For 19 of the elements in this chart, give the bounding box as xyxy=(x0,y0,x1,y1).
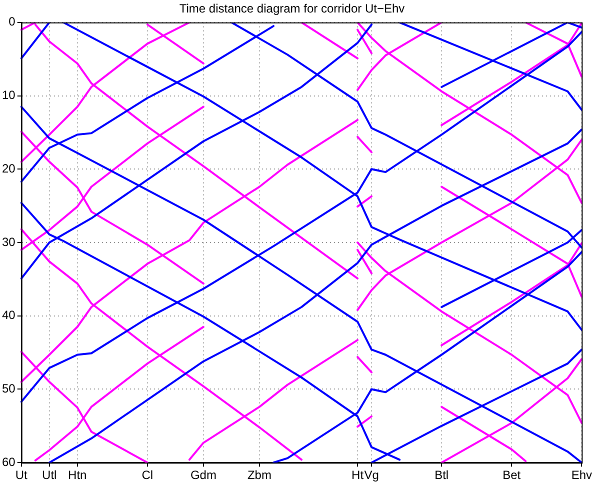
y-tick-label: 30 xyxy=(2,234,16,249)
x-tick-label: Ehv xyxy=(571,468,592,482)
x-tick-label: Bet xyxy=(502,468,522,482)
x-tick-label: Zbm xyxy=(247,468,272,482)
x-tick-label: Gdm xyxy=(190,468,216,482)
x-tick-label: Cl xyxy=(142,468,154,482)
y-tick-label: 50 xyxy=(2,382,16,396)
x-tick-label: Btl xyxy=(434,468,449,482)
y-tick-label: 40 xyxy=(2,308,16,322)
x-tick-label: Utl xyxy=(42,468,57,482)
x-tick-label: Ht xyxy=(352,468,364,482)
y-tick-label: 20 xyxy=(2,161,16,176)
y-tick-label: 0 xyxy=(8,14,16,29)
y-tick-label: 10 xyxy=(2,88,16,102)
y-tick-label: 60 xyxy=(2,454,16,469)
x-tick-label: Ut xyxy=(15,468,28,482)
x-tick-label: Vg xyxy=(364,468,379,482)
x-tick-label: Htn xyxy=(68,468,87,482)
chart-title: Time distance diagram for corridor Ut−Ehv xyxy=(179,2,405,16)
